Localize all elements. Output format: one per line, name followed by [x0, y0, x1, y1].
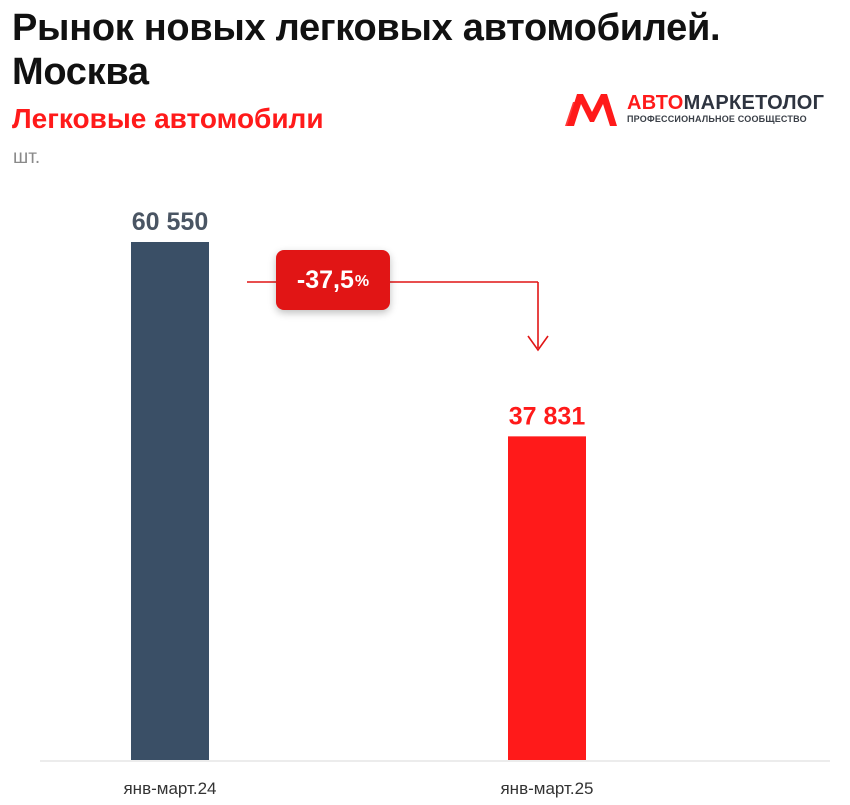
brand-logo: АВТОМАРКЕТОЛОГ ПРОФЕССИОНАЛЬНОЕ СООБЩЕСТ…: [565, 88, 835, 132]
logo-tagline: ПРОФЕССИОНАЛЬНОЕ СООБЩЕСТВО: [627, 114, 807, 124]
bar-value-label-2: 37 831: [509, 402, 586, 430]
chart-title: Рынок новых легковых автомобилей. Москва: [12, 7, 721, 93]
category-label-1: янв-март.24: [123, 779, 216, 798]
logo-wordmark: АВТОМАРКЕТОЛОГ: [627, 92, 824, 115]
category-label-2: янв-март.25: [500, 779, 593, 798]
bar-value-label-1: 60 550: [132, 208, 208, 236]
change-badge-value: -37,5: [296, 265, 354, 294]
bar-1: [131, 242, 209, 760]
logo-name-part1: АВТО: [627, 92, 684, 114]
change-badge: -37,5%: [276, 250, 390, 310]
change-badge-suffix: %: [354, 273, 370, 290]
logo-mark-icon: [565, 94, 617, 126]
unit-label: шт.: [13, 147, 41, 168]
bar-2: [508, 436, 586, 760]
chart-subtitle: Легковые автомобили: [12, 103, 324, 134]
logo-name-part2: МАРКЕТОЛОГ: [683, 92, 825, 114]
arrow-down-icon: [527, 335, 549, 352]
